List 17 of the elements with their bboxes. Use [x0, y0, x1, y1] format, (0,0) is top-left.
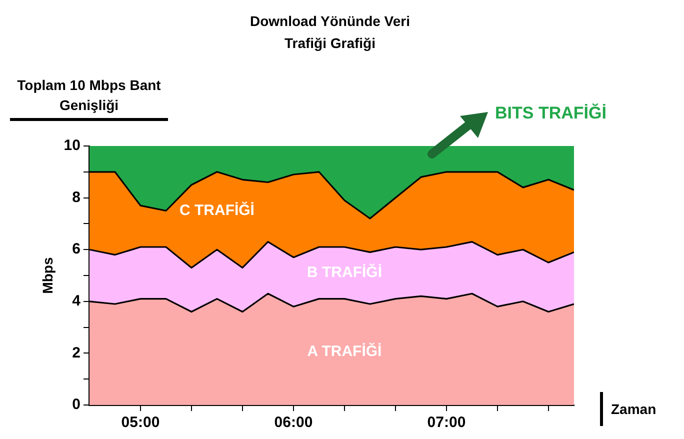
- y-tick-label: 2: [72, 344, 80, 362]
- x-tick-label: 07:00: [427, 414, 466, 432]
- y-tick-label: 6: [72, 240, 80, 258]
- y-axis-title: Mbps: [39, 257, 56, 294]
- y-tick-label: 0: [72, 396, 80, 414]
- text: Toplam 10 Mbps Bant Genişliği: [10, 75, 168, 121]
- x-tick-label: 06:00: [274, 414, 313, 432]
- chart-title: Download Yönünde Veri Trafiği Grafiği: [249, 12, 411, 53]
- y-tick-label: 10: [64, 137, 80, 154]
- y-tick-label: 8: [72, 188, 80, 206]
- x-axis-title: Zaman: [600, 392, 656, 426]
- series-label: C TRAFİĞİ: [179, 200, 254, 219]
- series-label: B TRAFİĞİ: [306, 263, 382, 282]
- x-tick-label: 05:00: [121, 414, 160, 432]
- series-label: A TRAFİĞİ: [307, 342, 382, 360]
- series-label: BITS TRAFİĞİ: [495, 102, 606, 123]
- y-tick-label: 4: [72, 292, 82, 310]
